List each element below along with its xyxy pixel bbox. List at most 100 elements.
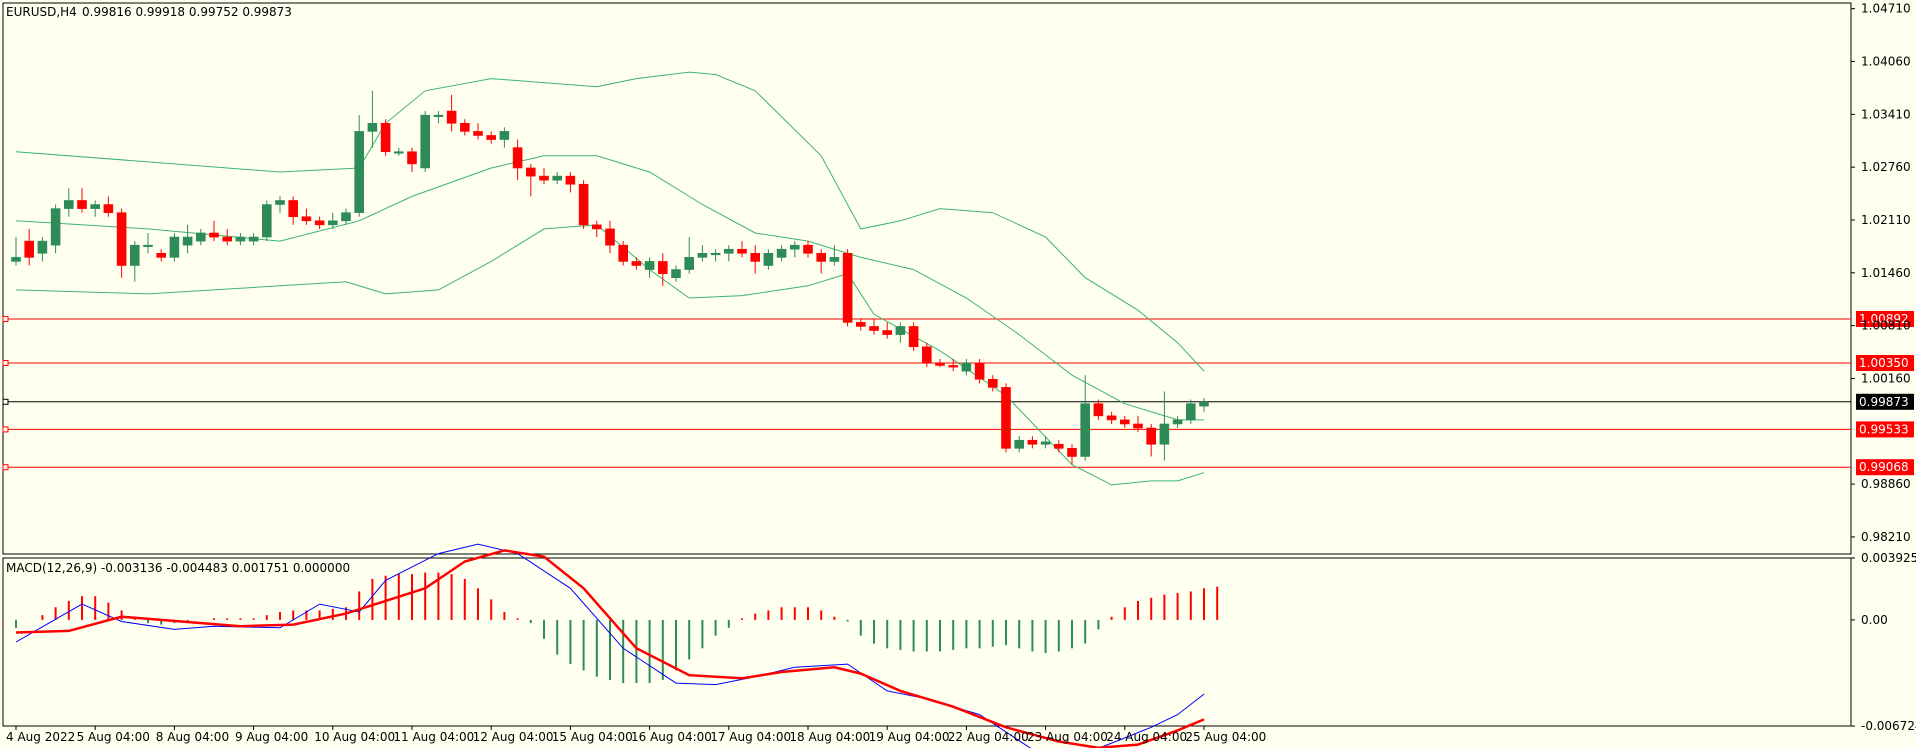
- price-panel[interactable]: [2, 2, 1852, 555]
- time-label: 5 Aug 04:00: [77, 730, 150, 744]
- candle-body: [789, 244, 800, 250]
- candle-body: [314, 220, 325, 226]
- candle-body: [327, 220, 338, 226]
- candle-body: [11, 257, 21, 262]
- time-label: 17 Aug 04:00: [710, 730, 791, 744]
- level-tag-value: 0.99873: [1859, 395, 1909, 409]
- bollinger-middle: [15, 155, 1204, 421]
- candle-body: [235, 236, 246, 242]
- time-label: 12 Aug 04:00: [473, 730, 554, 744]
- candle-body: [908, 326, 919, 348]
- macd-label: MACD(12,26,9) -0.003136 -0.004483 0.0017…: [6, 561, 350, 575]
- candle-body: [921, 346, 932, 364]
- candle-body: [842, 253, 853, 323]
- candle-body: [961, 362, 972, 372]
- time-label: 4 Aug 2022: [6, 730, 75, 744]
- candle-body: [156, 253, 166, 258]
- level-tag: [1856, 393, 1914, 410]
- candle-body: [1014, 439, 1025, 449]
- time-label: 22 Aug 04:00: [948, 730, 1029, 744]
- level-tag-value: 0.99533: [1859, 422, 1909, 436]
- candle-body: [644, 261, 655, 270]
- candle-body: [1001, 387, 1011, 449]
- candle-body: [486, 135, 497, 140]
- candle-body: [169, 236, 180, 258]
- price-tick-label: 1.04060: [1861, 55, 1911, 69]
- candle-body: [196, 232, 206, 242]
- candle-body: [631, 261, 642, 266]
- candle-body: [103, 204, 114, 213]
- candle-body: [1133, 423, 1143, 429]
- level-tag-value: 0.99068: [1859, 460, 1909, 474]
- level-tag-value: 1.00892: [1859, 312, 1909, 326]
- candle-body: [737, 248, 747, 254]
- candle-body: [591, 224, 602, 230]
- candle-body: [578, 183, 589, 226]
- candle-body: [222, 236, 232, 242]
- candle-body: [1186, 403, 1196, 421]
- time-label: 15 Aug 04:00: [552, 730, 633, 744]
- candle-body: [895, 326, 906, 335]
- candle-body: [420, 114, 431, 169]
- candle-body: [341, 212, 351, 222]
- candle-body: [77, 200, 87, 209]
- time-label: 16 Aug 04:00: [631, 730, 712, 744]
- candle-body: [1040, 441, 1051, 445]
- price-tick-label: 1.01460: [1861, 266, 1911, 280]
- time-label: 18 Aug 04:00: [789, 730, 870, 744]
- candle-body: [1159, 423, 1170, 445]
- candle-body: [1120, 419, 1130, 425]
- candle-body: [803, 244, 813, 254]
- candle-body: [539, 175, 549, 181]
- level-handle: [2, 398, 9, 405]
- candle-body: [90, 204, 100, 209]
- candle-body: [130, 244, 140, 266]
- level-tag: [1856, 355, 1914, 372]
- price-tick-label: 1.04710: [1861, 2, 1911, 16]
- candle-body: [209, 232, 219, 238]
- ohlc-readout: 0.99816 0.99918 0.99752 0.99873: [82, 5, 292, 19]
- time-label: 25 Aug 04:00: [1185, 730, 1266, 744]
- candle-body: [882, 330, 893, 335]
- macd-layer: [15, 543, 1219, 748]
- candle-body: [367, 122, 378, 132]
- price-tick-label: 0.98210: [1861, 530, 1911, 544]
- candle-body: [50, 208, 61, 246]
- candle-body: [618, 244, 629, 262]
- candle-body: [684, 257, 695, 270]
- macd-tick-label: 0.003925: [1861, 551, 1916, 565]
- macd-panel[interactable]: [2, 557, 1852, 727]
- candle-body: [473, 131, 483, 136]
- time-label: 11 Aug 04:00: [393, 730, 474, 744]
- candle-body: [1106, 415, 1117, 421]
- candle-body: [1027, 439, 1038, 445]
- candle-body: [869, 326, 879, 331]
- time-label: 24 Aug 04:00: [1106, 730, 1187, 744]
- time-label: 19 Aug 04:00: [869, 730, 950, 744]
- candle-body: [987, 378, 998, 388]
- candle-body: [763, 253, 774, 266]
- candle-body: [816, 253, 827, 262]
- level-handle: [2, 426, 9, 433]
- candle-body: [671, 269, 681, 278]
- candle-body: [301, 216, 312, 222]
- price-tick-label: 0.98860: [1861, 477, 1911, 491]
- candle-body: [974, 362, 985, 380]
- level-handle: [2, 360, 9, 367]
- candle-body: [433, 114, 444, 117]
- candle-body: [393, 151, 404, 154]
- price-tick-label: 1.00160: [1861, 371, 1911, 385]
- candle-body: [855, 322, 866, 327]
- candle-body: [1146, 427, 1156, 445]
- candle-body: [354, 131, 365, 213]
- price-tick-label: 1.03410: [1861, 107, 1911, 121]
- candle-body: [776, 248, 787, 258]
- candle-body: [1067, 448, 1077, 457]
- candle-body: [248, 236, 259, 242]
- candle-body: [446, 110, 457, 124]
- candle-body: [697, 253, 708, 258]
- candle-body: [1054, 443, 1064, 449]
- candle-body: [116, 212, 127, 266]
